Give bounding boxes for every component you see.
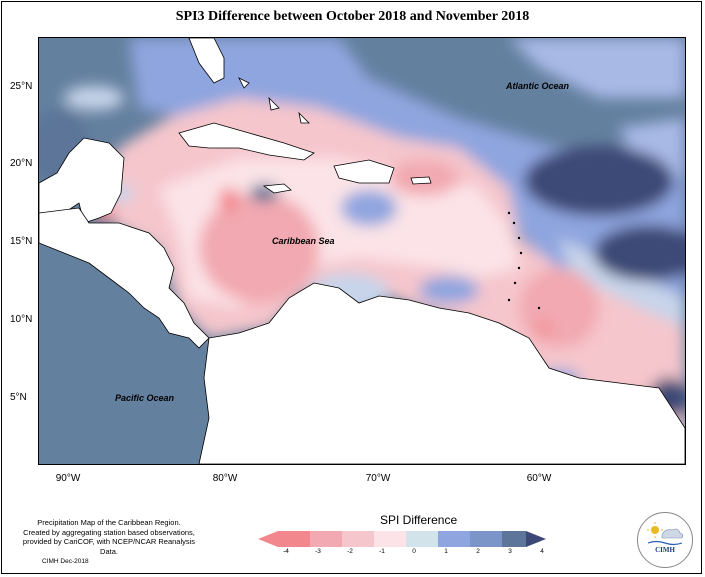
map-canvas	[39, 38, 685, 464]
spi-map[interactable]	[38, 37, 686, 465]
legend-tick: 2	[476, 548, 480, 555]
land-mask	[39, 38, 685, 464]
lat-label-20n: 20°N	[10, 158, 33, 169]
legend-tick: -4	[283, 548, 289, 555]
lon-label-70w: 70°W	[365, 473, 391, 484]
legend-tick: 1	[444, 548, 448, 555]
lon-label-80w: 80°W	[212, 473, 238, 484]
legend-tick: 4	[540, 548, 544, 555]
legend-swatch-8	[502, 531, 526, 547]
lat-label-10n: 10°N	[10, 314, 33, 325]
cimh-logo: CIMH	[637, 512, 693, 568]
legend-tick: 3	[508, 548, 512, 555]
caption-line-3: provided by CariCOF, with NCEP/NCAR Rean…	[22, 537, 196, 556]
caribbean-sea-label: Caribbean Sea	[272, 236, 335, 246]
lesser-antilles	[507, 211, 541, 310]
legend-tick: 0	[412, 548, 416, 555]
lon-label-90w: 90°W	[55, 473, 81, 484]
lat-label-25n: 25°N	[10, 81, 33, 92]
legend-tick: -1	[379, 548, 385, 555]
legend-arrow-high	[526, 531, 546, 547]
legend-swatch-3	[342, 531, 374, 547]
legend-swatch-1	[278, 531, 310, 547]
caption-line-2: Created by aggregating station based obs…	[23, 527, 195, 537]
caption-line-1: Precipitation Map of the Caribbean Regio…	[37, 518, 181, 527]
map-caption: Precipitation Map of the Caribbean Regio…	[14, 518, 204, 556]
legend-swatch-5	[406, 531, 438, 547]
legend-swatch-7	[470, 531, 502, 547]
lat-label-5n: 5°N	[10, 392, 27, 403]
credit-text: CIMH Dec-2018	[42, 558, 89, 565]
cimh-logo-text: CIMH	[655, 546, 675, 554]
pacific-ocean-label: Pacific Ocean	[115, 393, 175, 403]
cimh-logo-icon	[647, 522, 683, 546]
legend-tick: -2	[347, 548, 353, 555]
legend-title: SPI Difference	[380, 513, 458, 527]
legend-swatch-6	[438, 531, 470, 547]
legend-colorbar	[258, 531, 546, 547]
atlantic-ocean-label: Atlantic Ocean	[506, 81, 570, 91]
legend-swatch-2	[310, 531, 342, 547]
legend-tick: -3	[315, 548, 321, 555]
lat-label-15n: 15°N	[10, 236, 33, 247]
legend-arrow-low	[258, 531, 278, 547]
legend-swatch-4	[374, 531, 406, 547]
map-title: SPI3 Difference between October 2018 and…	[175, 9, 530, 24]
lon-label-60w: 60°W	[526, 473, 552, 484]
